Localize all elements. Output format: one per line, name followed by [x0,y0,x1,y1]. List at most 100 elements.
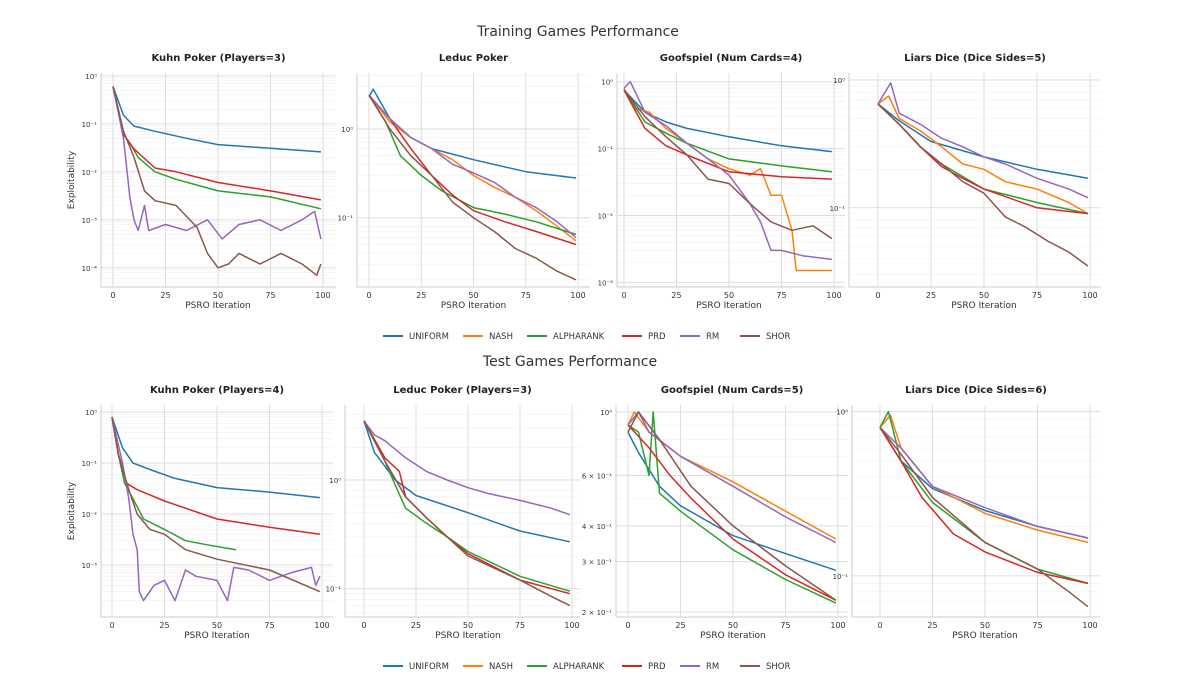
x-tick-label: 0 [109,621,114,630]
x-tick-label: 100 [830,621,845,630]
x-tick-label: 25 [927,621,937,630]
series-line-alpharank [363,420,571,592]
series-line-uniform [877,103,1089,180]
x-tick-label: 75 [264,621,274,630]
series-line-rm [627,411,837,544]
y-tick-label: 10⁻² [82,511,98,519]
x-tick-label: 75 [521,291,531,300]
legend-label: NASH [489,332,513,342]
x-tick-label: 50 [980,621,990,630]
x-tick-label: 25 [671,291,681,300]
legend-label: RM [706,662,719,672]
x-tick-label: 50 [724,291,734,300]
x-axis-label: PSRO Iteration [185,301,251,311]
series-line-prd [623,89,832,180]
legend-label: PRD [648,332,666,342]
x-tick-label: 100 [314,621,329,630]
y-tick-label: 10⁰ [341,126,353,134]
series-line-uniform [627,431,837,572]
series-line-rm [368,94,577,238]
series-line-shor [111,416,321,593]
y-tick-label: 10⁻¹ [82,460,98,468]
x-tick-label: 0 [625,621,630,630]
x-tick-label: 0 [366,291,371,300]
y-tick-label: 10⁻¹ [598,146,614,154]
x-axis-label: PSRO Iteration [952,631,1018,641]
series-line-rm [879,426,1089,539]
series-line-nash [623,87,832,272]
y-tick-label: 3 × 10⁻¹ [582,559,612,567]
series-line-nash [877,95,1089,215]
legend-label: RM [706,332,719,342]
series-line-rm [877,82,1089,199]
x-tick-label: 75 [265,291,275,300]
y-tick-label: 10⁻² [598,212,614,220]
y-tick-label: 10⁻⁴ [82,265,98,273]
subplot-2: 0 25 50 75 100 10⁰ 10⁻¹ Leduc Poker PSRO Iterati… [338,53,590,311]
series-line-rm [112,86,322,240]
subplot-title: Goofspiel (Num Cards=4) [660,53,803,64]
y-tick-label: 10⁰ [85,73,97,81]
subplot-title: Kuhn Poker (Players=3) [151,53,285,64]
x-tick-label: 25 [159,621,169,630]
x-tick-label: 50 [212,621,222,630]
subplot-7: 0 25 50 75 100 10⁰ 6 × 10⁻¹ 4 × 10⁻¹ 3 × 10⁻¹ 2 ×… [582,385,848,641]
series-line-nash [368,94,577,242]
x-tick-label: 100 [826,291,841,300]
series-line-shor [112,86,322,276]
y-tick-label: 10⁻³ [82,562,98,570]
x-tick-label: 25 [675,621,685,630]
series-line-uniform [112,86,321,153]
y-axis-label: Exploitability [67,481,77,540]
test-title: Test Games Performance [482,354,657,370]
y-tick-label: 2 × 10⁻¹ [582,609,612,617]
series-line-shor [363,420,571,607]
x-tick-label: 100 [1082,291,1097,300]
series-line-prd [368,94,577,246]
y-tick-label: 10⁻² [82,169,98,177]
legend-training: UNIFORM NASH ALPHARANK PRD RM SHOR [383,332,790,342]
x-tick-label: 75 [780,621,790,630]
x-tick-label: 50 [979,291,989,300]
x-tick-label: 50 [728,621,738,630]
series-line-shor [368,94,577,281]
x-tick-label: 25 [411,621,421,630]
x-tick-label: 50 [468,291,478,300]
series-line-alpharank [627,411,837,604]
x-tick-label: 0 [875,291,880,300]
x-axis-label: PSRO Iteration [951,301,1017,311]
y-tick-label: 10⁻¹ [82,121,98,129]
x-tick-label: 0 [621,291,626,300]
series-line-rm [623,80,832,261]
series-line-alpharank [368,94,577,236]
series-line-uniform [879,427,1089,539]
training-title: Training Games Performance [476,24,679,40]
y-tick-label: 6 × 10⁻¹ [582,472,612,480]
x-tick-label: 25 [416,291,426,300]
legend-label: PRD [648,662,666,672]
x-tick-label: 100 [315,291,330,300]
y-tick-label: 10⁰ [833,77,845,85]
series-line-rm [363,420,571,516]
subplot-3: 0 25 50 75 100 10⁰ 10⁻¹ 10⁻² 10⁻³ Goofspiel (Num … [598,53,845,311]
y-axis-label: Exploitability [67,150,77,209]
y-tick-label: 10⁰ [601,79,613,87]
x-tick-label: 75 [1032,291,1042,300]
subplot-5: 0 25 50 75 100 10⁰ 10⁻¹ 10⁻² 10⁻³ Kuhn Poker (Pla… [67,385,333,641]
y-tick-label: 10⁰ [85,409,97,417]
subplot-title: Liars Dice (Dice Sides=5) [904,53,1046,64]
x-tick-label: 0 [877,621,882,630]
x-tick-label: 100 [570,291,585,300]
y-tick-label: 10⁻¹ [338,215,354,223]
series-line-prd [363,420,571,595]
series-line-shor [877,103,1089,267]
x-axis-label: PSRO Iteration [435,631,501,641]
x-axis-label: PSRO Iteration [696,301,762,311]
subplot-title: Liars Dice (Dice Sides=6) [905,385,1047,396]
y-tick-label: 10⁰ [836,409,848,417]
x-tick-label: 50 [213,291,223,300]
y-tick-label: 10⁻¹ [830,205,846,213]
subplot-title: Leduc Poker [439,53,508,64]
subplot-title: Goofspiel (Num Cards=5) [661,385,804,396]
